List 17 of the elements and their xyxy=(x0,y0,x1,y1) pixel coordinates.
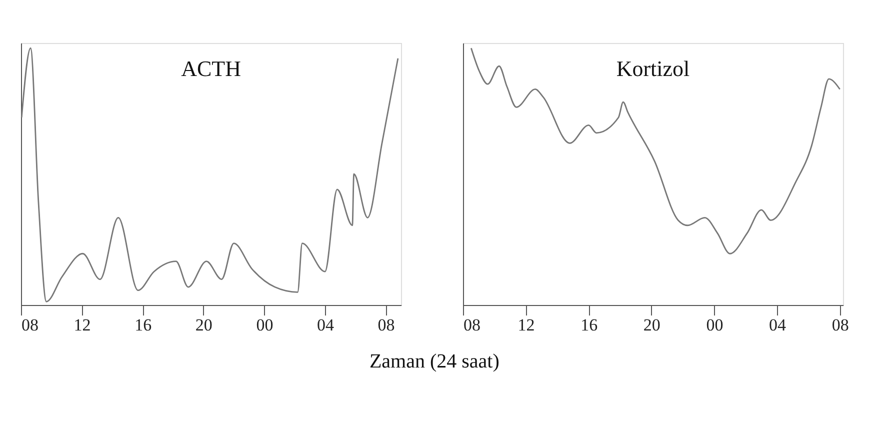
x-tick-label: 00 xyxy=(256,316,274,334)
x-tick-label: 16 xyxy=(134,316,152,334)
x-tick-label: 12 xyxy=(518,316,535,334)
x-tick-label: 08 xyxy=(832,316,849,334)
x-tick-label: 12 xyxy=(74,316,91,334)
x-tick-label: 20 xyxy=(195,316,212,334)
x-tick-label: 08 xyxy=(22,316,38,334)
x-tick-label: 08 xyxy=(464,316,480,334)
chart-title: ACTH xyxy=(181,56,242,81)
x-axis-title: Zaman (24 saat) xyxy=(369,350,500,372)
x-tick-label: 08 xyxy=(378,316,395,334)
x-tick-label: 00 xyxy=(706,316,724,334)
x-tick-label: 04 xyxy=(317,316,334,334)
x-tick-label: 20 xyxy=(643,316,660,334)
x-tick-label: 04 xyxy=(769,316,787,334)
x-tick-label: 16 xyxy=(580,316,598,334)
chart-title: Kortizol xyxy=(616,56,690,81)
